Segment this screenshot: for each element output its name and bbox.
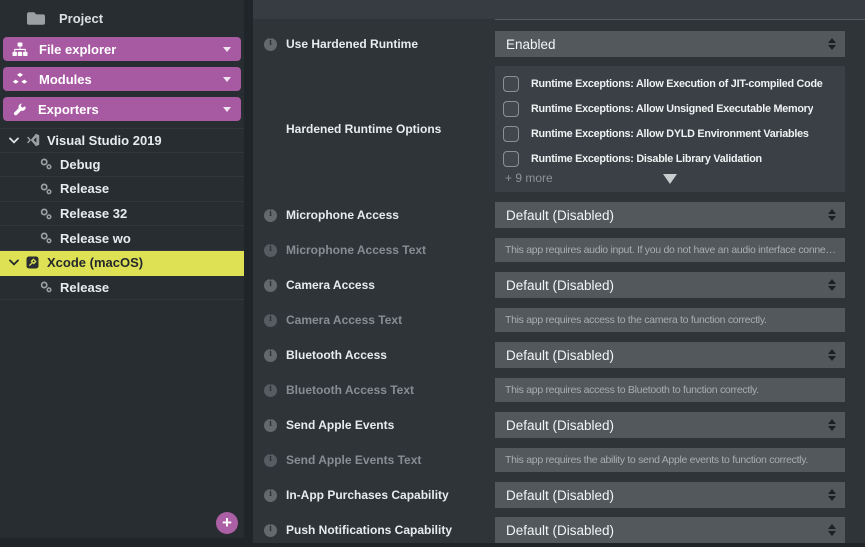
runtime-exception-option[interactable]: Runtime Exceptions: Disable Library Vali… xyxy=(495,146,845,171)
updown-arrows-icon xyxy=(828,349,836,361)
clipped-control-edge xyxy=(495,19,865,20)
tree-item-config[interactable]: Release wo xyxy=(0,226,244,251)
property-row-use-hardened-runtime: Use Hardened Runtime Enabled xyxy=(253,31,865,57)
info-icon[interactable] xyxy=(264,313,277,327)
checkbox-unchecked[interactable] xyxy=(503,75,519,92)
property-row-microphone-access-text: Microphone Access Text This app requires… xyxy=(253,238,865,262)
microphone-access-dropdown[interactable]: Default (Disabled) xyxy=(495,202,845,228)
camera-access-text-field[interactable]: This app requires access to the camera t… xyxy=(495,308,845,332)
chevron-down-icon[interactable] xyxy=(9,259,25,266)
bluetooth-access-dropdown[interactable]: Default (Disabled) xyxy=(495,342,845,368)
add-exporter-button[interactable] xyxy=(216,512,238,534)
property-row-camera-access: Camera Access Default (Disabled) xyxy=(253,272,865,298)
info-icon[interactable] xyxy=(264,278,277,292)
chevron-down-icon xyxy=(223,47,231,52)
chevron-down-icon xyxy=(223,77,231,82)
hardened-runtime-options-list: Runtime Exceptions: Allow Execution of J… xyxy=(495,66,845,192)
info-icon[interactable] xyxy=(264,208,277,222)
config-icon xyxy=(38,232,53,244)
property-row-camera-access-text: Camera Access Text This app requires acc… xyxy=(253,308,865,332)
info-icon[interactable] xyxy=(264,37,277,51)
property-row-hardened-runtime-options: Hardened Runtime Options Runtime Excepti… xyxy=(253,66,865,192)
sidebar-section-label: File explorer xyxy=(39,41,117,57)
config-icon xyxy=(38,208,53,220)
config-icon xyxy=(38,158,53,170)
wrench-icon xyxy=(12,102,27,117)
folder-icon xyxy=(26,11,46,26)
property-row-send-apple-events-text: Send Apple Events Text This app requires… xyxy=(253,448,865,472)
exporters-tree: Visual Studio 2019 Debug Release Release… xyxy=(0,128,244,301)
property-row-microphone-access: Microphone Access Default (Disabled) xyxy=(253,202,865,228)
info-icon[interactable] xyxy=(264,243,277,257)
sidebar-section-label: Exporters xyxy=(38,101,99,117)
send-apple-events-text-field[interactable]: This app requires the ability to send Ap… xyxy=(495,448,845,472)
tree-item-config[interactable]: Release xyxy=(0,177,244,202)
property-row-push-notifications: Push Notifications Capability Default (D… xyxy=(253,517,865,543)
hierarchy-icon xyxy=(12,42,28,57)
updown-arrows-icon xyxy=(828,279,836,291)
info-icon[interactable] xyxy=(264,383,277,397)
xcode-icon xyxy=(25,256,40,269)
info-icon[interactable] xyxy=(264,453,277,467)
bluetooth-access-text-field[interactable]: This app requires access to Bluetooth to… xyxy=(495,378,845,402)
updown-arrows-icon xyxy=(828,209,836,221)
runtime-exception-option[interactable]: Runtime Exceptions: Allow DYLD Environme… xyxy=(495,121,845,146)
push-notifications-dropdown[interactable]: Default (Disabled) xyxy=(495,517,845,543)
tree-item-config[interactable]: Release 32 xyxy=(0,202,244,227)
property-row-in-app-purchases: In-App Purchases Capability Default (Dis… xyxy=(253,482,865,508)
info-icon[interactable] xyxy=(264,523,277,537)
info-icon[interactable] xyxy=(264,488,277,502)
sidebar-section-exporters[interactable]: Exporters xyxy=(3,97,241,121)
options-footer: + 9 more xyxy=(495,170,845,188)
updown-arrows-icon xyxy=(828,38,836,50)
chevron-down-icon[interactable] xyxy=(9,137,25,144)
sidebar-section-label: Modules xyxy=(39,71,92,87)
modules-icon xyxy=(12,72,28,87)
config-icon xyxy=(38,183,53,195)
more-options-count: + 9 more xyxy=(505,171,553,185)
tree-item-config[interactable]: Debug xyxy=(0,153,244,178)
checkbox-unchecked[interactable] xyxy=(503,125,519,142)
settings-panel: Use Hardened Runtime Enabled Hardened Ru… xyxy=(253,0,865,543)
property-row-bluetooth-access: Bluetooth Access Default (Disabled) xyxy=(253,342,865,368)
tree-item-xcode-macos[interactable]: Xcode (macOS) xyxy=(0,250,244,276)
sidebar-section-file-explorer[interactable]: File explorer xyxy=(3,37,241,61)
camera-access-dropdown[interactable]: Default (Disabled) xyxy=(495,272,845,298)
microphone-access-text-field[interactable]: This app requires audio input. If you do… xyxy=(495,238,845,262)
chevron-down-icon xyxy=(223,107,231,112)
updown-arrows-icon xyxy=(828,419,836,431)
updown-arrows-icon xyxy=(828,524,836,536)
project-header-label: Project xyxy=(59,11,104,26)
expand-options-icon[interactable] xyxy=(663,174,677,184)
property-row-send-apple-events: Send Apple Events Default (Disabled) xyxy=(253,412,865,438)
info-icon[interactable] xyxy=(264,348,277,362)
checkbox-unchecked[interactable] xyxy=(503,150,519,167)
updown-arrows-icon xyxy=(828,489,836,501)
send-apple-events-dropdown[interactable]: Default (Disabled) xyxy=(495,412,845,438)
sidebar: Project File explorer Modules Exporters xyxy=(0,0,244,538)
config-icon xyxy=(38,281,53,293)
runtime-exception-option[interactable]: Runtime Exceptions: Allow Unsigned Execu… xyxy=(495,96,845,121)
tree-item-visual-studio-2019[interactable]: Visual Studio 2019 xyxy=(0,128,244,153)
clipped-previous-row xyxy=(253,0,865,19)
property-row-bluetooth-access-text: Bluetooth Access Text This app requires … xyxy=(253,378,865,402)
project-header[interactable]: Project xyxy=(0,0,244,37)
sidebar-section-modules[interactable]: Modules xyxy=(3,67,241,91)
info-icon[interactable] xyxy=(264,418,277,432)
checkbox-unchecked[interactable] xyxy=(503,100,519,117)
tree-item-config[interactable]: Release xyxy=(0,276,244,301)
runtime-exception-option[interactable]: Runtime Exceptions: Allow Execution of J… xyxy=(495,71,845,96)
in-app-purchases-dropdown[interactable]: Default (Disabled) xyxy=(495,482,845,508)
visual-studio-icon xyxy=(25,133,40,147)
use-hardened-runtime-dropdown[interactable]: Enabled xyxy=(495,31,845,57)
